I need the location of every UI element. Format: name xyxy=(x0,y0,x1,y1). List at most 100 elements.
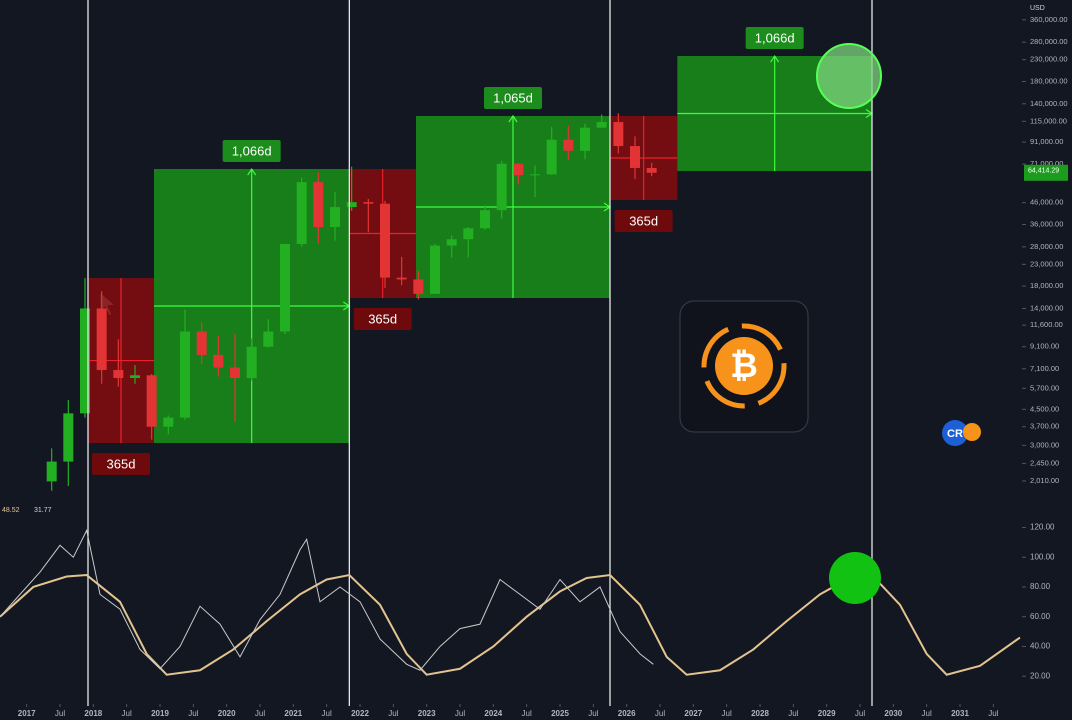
candle-body xyxy=(246,346,257,379)
x-tick-label: Jul xyxy=(588,709,598,718)
box-label: 1,066d xyxy=(755,30,795,45)
y-tick-label: 3,700.00 xyxy=(1030,422,1059,431)
y-tick-label: 230,000.00 xyxy=(1030,55,1068,64)
x-tick-label: 2029 xyxy=(818,709,836,718)
y-tick-label: 180,000.00 xyxy=(1030,76,1068,85)
candle-body xyxy=(196,331,207,355)
candle-body xyxy=(563,139,574,151)
osc-tick-label: 40.00 xyxy=(1030,642,1051,651)
x-tick-label: Jul xyxy=(788,709,798,718)
box-arrow xyxy=(508,114,518,123)
x-tick-label: 2018 xyxy=(84,709,102,718)
candle-body xyxy=(546,139,557,175)
candle-body xyxy=(413,279,424,294)
candle-body xyxy=(96,308,107,371)
x-tick-label: 2031 xyxy=(951,709,969,718)
x-tick-label: 2026 xyxy=(618,709,636,718)
candle-body xyxy=(630,146,640,168)
candle-body xyxy=(80,308,90,414)
x-tick-label: Jul xyxy=(922,709,932,718)
x-tick-label: Jul xyxy=(188,709,198,718)
candle-body xyxy=(596,122,607,128)
x-tick-label: Jul xyxy=(322,709,332,718)
candle-body xyxy=(330,207,340,228)
x-tick-label: 2025 xyxy=(551,709,569,718)
candle-body xyxy=(480,210,490,229)
y-tick-label: 5,700.00 xyxy=(1030,383,1059,392)
y-tick-label: 18,000.00 xyxy=(1030,281,1063,290)
y-tick-label: 28,000.00 xyxy=(1030,242,1063,251)
candle-body xyxy=(263,331,274,347)
logo-coin xyxy=(715,337,773,395)
y-tick-label: 280,000.00 xyxy=(1030,37,1068,46)
osc-tick-label: 80.00 xyxy=(1030,582,1051,591)
candle-body xyxy=(146,375,157,427)
y-tick-label: 36,000.00 xyxy=(1030,219,1063,228)
x-tick-label: 2028 xyxy=(751,709,769,718)
box-label: 1,066d xyxy=(232,143,272,158)
box-label-bg xyxy=(92,453,150,476)
candle-body xyxy=(496,163,507,211)
x-tick-label: Jul xyxy=(522,709,532,718)
logo-symbol: ₿ xyxy=(730,347,758,385)
candle-body xyxy=(613,122,624,147)
x-tick-label: 2024 xyxy=(484,709,502,718)
candle-body xyxy=(513,163,524,176)
x-tick-label: 2023 xyxy=(418,709,436,718)
candle-body xyxy=(113,370,124,379)
x-tick-label: 2022 xyxy=(351,709,369,718)
candle-body xyxy=(130,375,140,379)
highlight-circle xyxy=(829,552,881,604)
candle-body xyxy=(230,367,240,379)
x-tick-label: Jul xyxy=(255,709,265,718)
brand-coin xyxy=(963,423,981,441)
candle-body xyxy=(580,127,590,151)
last-price-tag xyxy=(1024,164,1068,181)
candle-body xyxy=(296,182,307,245)
x-tick-label: Jul xyxy=(388,709,398,718)
y-tick-label: 11,600.00 xyxy=(1030,320,1063,329)
y-tick-label: 115,000.00 xyxy=(1030,116,1067,125)
y-tick-label: 2,450.00 xyxy=(1030,458,1059,467)
x-tick-label: 2021 xyxy=(284,709,302,718)
readout-value: 31.77 xyxy=(34,507,52,514)
oscillator-line xyxy=(0,528,654,671)
box-label-bg xyxy=(484,87,542,110)
brand: CR xyxy=(947,428,963,440)
candle-body xyxy=(363,202,374,204)
y-tick-label: 71,000.00 xyxy=(1030,159,1063,168)
candle-body xyxy=(380,203,390,278)
candle-body xyxy=(346,202,357,208)
y-tick-label: 2,010.00 xyxy=(1030,476,1059,485)
candle-body xyxy=(163,417,174,427)
box-arrow xyxy=(247,167,257,176)
y-tick-label: 23,000.00 xyxy=(1030,259,1063,268)
y-tick-label: 3,000.00 xyxy=(1030,440,1059,449)
box-label: 365d xyxy=(629,213,658,228)
y-tick-label: 46,000.00 xyxy=(1030,198,1063,207)
y-tick-label: 14,000.00 xyxy=(1030,303,1063,312)
box-label: 365d xyxy=(107,456,136,471)
osc-tick-label: 100.00 xyxy=(1030,552,1055,561)
osc-tick-label: 60.00 xyxy=(1030,612,1051,621)
x-tick-label: Jul xyxy=(722,709,732,718)
box-label-bg xyxy=(222,140,281,163)
x-tick-label: Jul xyxy=(455,709,465,718)
x-tick-label: 2030 xyxy=(884,709,902,718)
y-tick-label: 9,100.00 xyxy=(1030,342,1059,351)
candle-body xyxy=(396,277,407,280)
x-tick-label: Jul xyxy=(988,709,998,718)
x-tick-label: 2027 xyxy=(684,709,702,718)
candle-body xyxy=(180,331,190,418)
y-tick-label: 4,500.00 xyxy=(1030,404,1059,413)
currency: USD xyxy=(1030,5,1045,12)
highlight-circle xyxy=(816,43,882,109)
box-label-bg xyxy=(614,210,673,233)
box-label-bg xyxy=(745,27,804,50)
last-price-label: 64,414.29 xyxy=(1028,168,1059,175)
x-tick-label: 2017 xyxy=(18,709,36,718)
x-tick-label: Jul xyxy=(55,709,65,718)
box-arrow xyxy=(770,54,780,63)
